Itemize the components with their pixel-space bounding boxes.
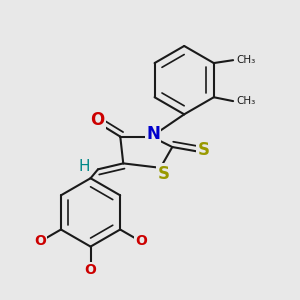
- Text: H: H: [79, 159, 90, 174]
- Text: N: N: [146, 125, 160, 143]
- Text: O: O: [85, 263, 97, 278]
- Text: O: O: [135, 234, 147, 248]
- Text: S: S: [158, 165, 169, 183]
- Text: O: O: [34, 234, 46, 248]
- Text: S: S: [197, 141, 209, 159]
- Text: O: O: [90, 111, 104, 129]
- Text: CH₃: CH₃: [237, 96, 256, 106]
- Text: CH₃: CH₃: [237, 55, 256, 65]
